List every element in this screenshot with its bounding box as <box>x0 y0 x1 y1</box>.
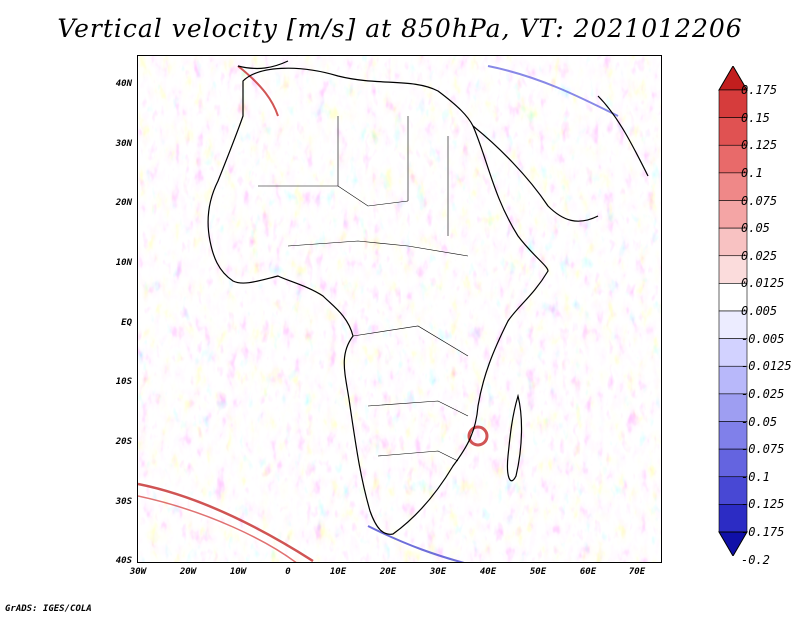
colorbar-label: -0.1 <box>741 469 770 484</box>
colorbar-label: -0.0125 <box>741 359 792 374</box>
colorbar-label: 0.15 <box>741 110 770 125</box>
x-axis-label: 60E <box>579 567 597 577</box>
colorbar-label: -0.2 <box>741 552 770 567</box>
colorbar-label: 0.025 <box>741 248 778 263</box>
colorbar-label: 0.005 <box>741 304 778 318</box>
colorbar-box <box>718 172 748 201</box>
coastlines <box>207 60 649 535</box>
y-axis-label: 20S <box>115 437 132 447</box>
colorbar-box <box>718 421 748 450</box>
colorbar-label: -0.005 <box>741 331 785 346</box>
x-axis-label: 50E <box>529 567 547 577</box>
x-axis-label: 30W <box>129 567 147 577</box>
madagascar-coastline <box>506 393 523 482</box>
colorbar-box <box>718 255 748 284</box>
x-axis-label: 40E <box>479 567 497 577</box>
colorbar-label: -0.025 <box>741 386 785 401</box>
x-axis-label: 10W <box>229 567 247 577</box>
velocity-field-map <box>138 56 661 562</box>
colorbar-box <box>718 117 748 146</box>
colorbar-box <box>718 393 748 422</box>
persia-coastline <box>597 95 649 177</box>
colorbar-box <box>718 144 748 174</box>
grads-credit: GrADS: IGES/COLA <box>5 604 92 614</box>
colorbar-label: -0.125 <box>741 497 785 512</box>
x-axis-label: 0 <box>285 567 291 577</box>
colorbar-label: -0.175 <box>741 525 785 539</box>
y-axis-label: 10S <box>115 377 132 387</box>
colorbar-bottom-triangle <box>718 531 748 556</box>
colorbar-box <box>718 476 748 505</box>
x-axis-label: 10E <box>329 567 347 577</box>
colorbar-box <box>718 200 748 229</box>
y-axis-label: 20N <box>115 198 132 208</box>
y-axis-label: EQ <box>121 318 132 328</box>
colorbar-label: -0.075 <box>741 442 785 457</box>
colorbar-box <box>718 227 748 257</box>
y-axis-label: 30N <box>115 139 132 149</box>
colorbar-box <box>718 89 748 118</box>
colorbar-label: 0.175 <box>741 83 778 97</box>
x-axis-label: 20W <box>179 567 197 577</box>
colorbar-label: 0.0125 <box>741 276 785 291</box>
y-axis-label: 40N <box>115 79 132 89</box>
africa-coastline <box>207 67 549 535</box>
colorbar <box>718 66 748 556</box>
colorbar-label: 0.1 <box>741 165 763 180</box>
arabia-coastline <box>472 125 599 222</box>
colorbar-box <box>718 338 748 367</box>
x-axis-label: 30E <box>429 567 447 577</box>
y-axis-label: 40S <box>115 556 132 566</box>
colorbar-box <box>718 283 748 312</box>
colorbar-box <box>718 365 748 395</box>
x-axis-label: 70E <box>628 567 646 577</box>
colorbar-box <box>718 448 748 478</box>
strong-updraft-streaks <box>138 65 619 562</box>
field-texture <box>138 56 661 562</box>
country-borders <box>258 116 469 462</box>
y-axis-label: 10N <box>115 258 132 268</box>
iberia-coastline <box>237 60 289 70</box>
colorbar-label: -0.05 <box>741 414 778 429</box>
colorbar-label: 0.075 <box>741 193 778 208</box>
x-axis-label: 20E <box>379 567 397 577</box>
chart-title: Vertical velocity [m/s] at 850hPa, VT: 2… <box>57 14 743 43</box>
colorbar-label: 0.125 <box>741 138 778 153</box>
y-axis-label: 30S <box>115 497 132 507</box>
colorbar-box <box>718 504 748 533</box>
colorbar-label: 0.05 <box>741 221 770 236</box>
map-panel <box>137 55 662 563</box>
